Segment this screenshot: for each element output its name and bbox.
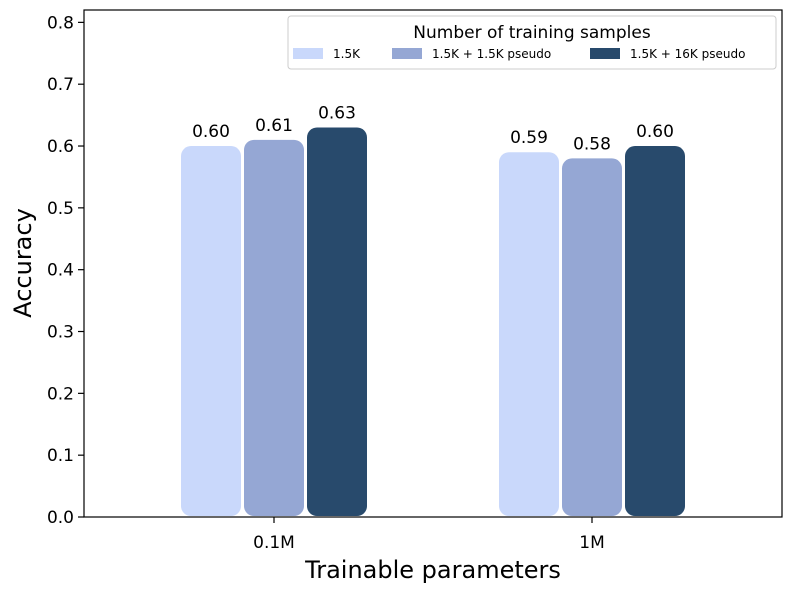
- bar: [562, 158, 622, 516]
- x-axis: 0.1M 1M: [253, 517, 605, 553]
- bar: [181, 146, 241, 516]
- bar-data-label: 0.60: [636, 122, 674, 142]
- y-tick-label: 0.1: [47, 446, 74, 466]
- y-tick-label: 0.8: [47, 13, 74, 33]
- bar-data-label: 0.63: [318, 103, 356, 123]
- bar: [307, 127, 367, 516]
- y-tick-label: 0.5: [47, 199, 74, 219]
- x-axis-title: Trainable parameters: [304, 556, 561, 584]
- legend: Number of training samples 1.5K 1.5K + 1.…: [287, 15, 777, 70]
- legend-label: 1.5K: [333, 47, 361, 61]
- bar-data-label: 0.59: [510, 128, 548, 148]
- plot-area: 0.60 0.59 0.61 0.58 0.63 0.60: [83, 9, 783, 518]
- legend-swatch: [590, 48, 620, 59]
- y-tick-label: 0.0: [47, 508, 74, 528]
- x-tick-label: 1M: [579, 533, 604, 553]
- bar: [499, 152, 559, 516]
- legend-entries: 1.5K 1.5K + 1.5K pseudo 1.5K + 16K pseudo: [293, 47, 745, 61]
- bar-data-label: 0.60: [192, 122, 230, 142]
- bar-data-label: 0.61: [255, 116, 293, 136]
- legend-title: Number of training samples: [413, 23, 651, 43]
- y-axis-title: Accuracy: [9, 208, 37, 318]
- bar-data-labels: 0.60 0.59 0.61 0.58 0.63 0.60: [192, 103, 674, 154]
- legend-label: 1.5K + 1.5K pseudo: [432, 47, 551, 61]
- y-tick-label: 0.2: [47, 384, 74, 404]
- y-axis: 0.0 0.1 0.2 0.3 0.4 0.5 0.6 0.7 0.8: [47, 13, 84, 528]
- y-tick-label: 0.6: [47, 137, 74, 157]
- legend-swatch: [293, 48, 323, 59]
- x-tick-label: 0.1M: [253, 533, 295, 553]
- bar: [625, 146, 685, 516]
- y-tick-label: 0.3: [47, 323, 74, 343]
- plot-frame: [83, 9, 783, 518]
- y-tick-label: 0.7: [47, 75, 74, 95]
- bars: [181, 127, 685, 516]
- legend-label: 1.5K + 16K pseudo: [630, 47, 745, 61]
- bar-data-label: 0.58: [573, 134, 611, 154]
- legend-swatch: [392, 48, 422, 59]
- y-tick-label: 0.4: [47, 261, 74, 281]
- bar: [244, 139, 304, 516]
